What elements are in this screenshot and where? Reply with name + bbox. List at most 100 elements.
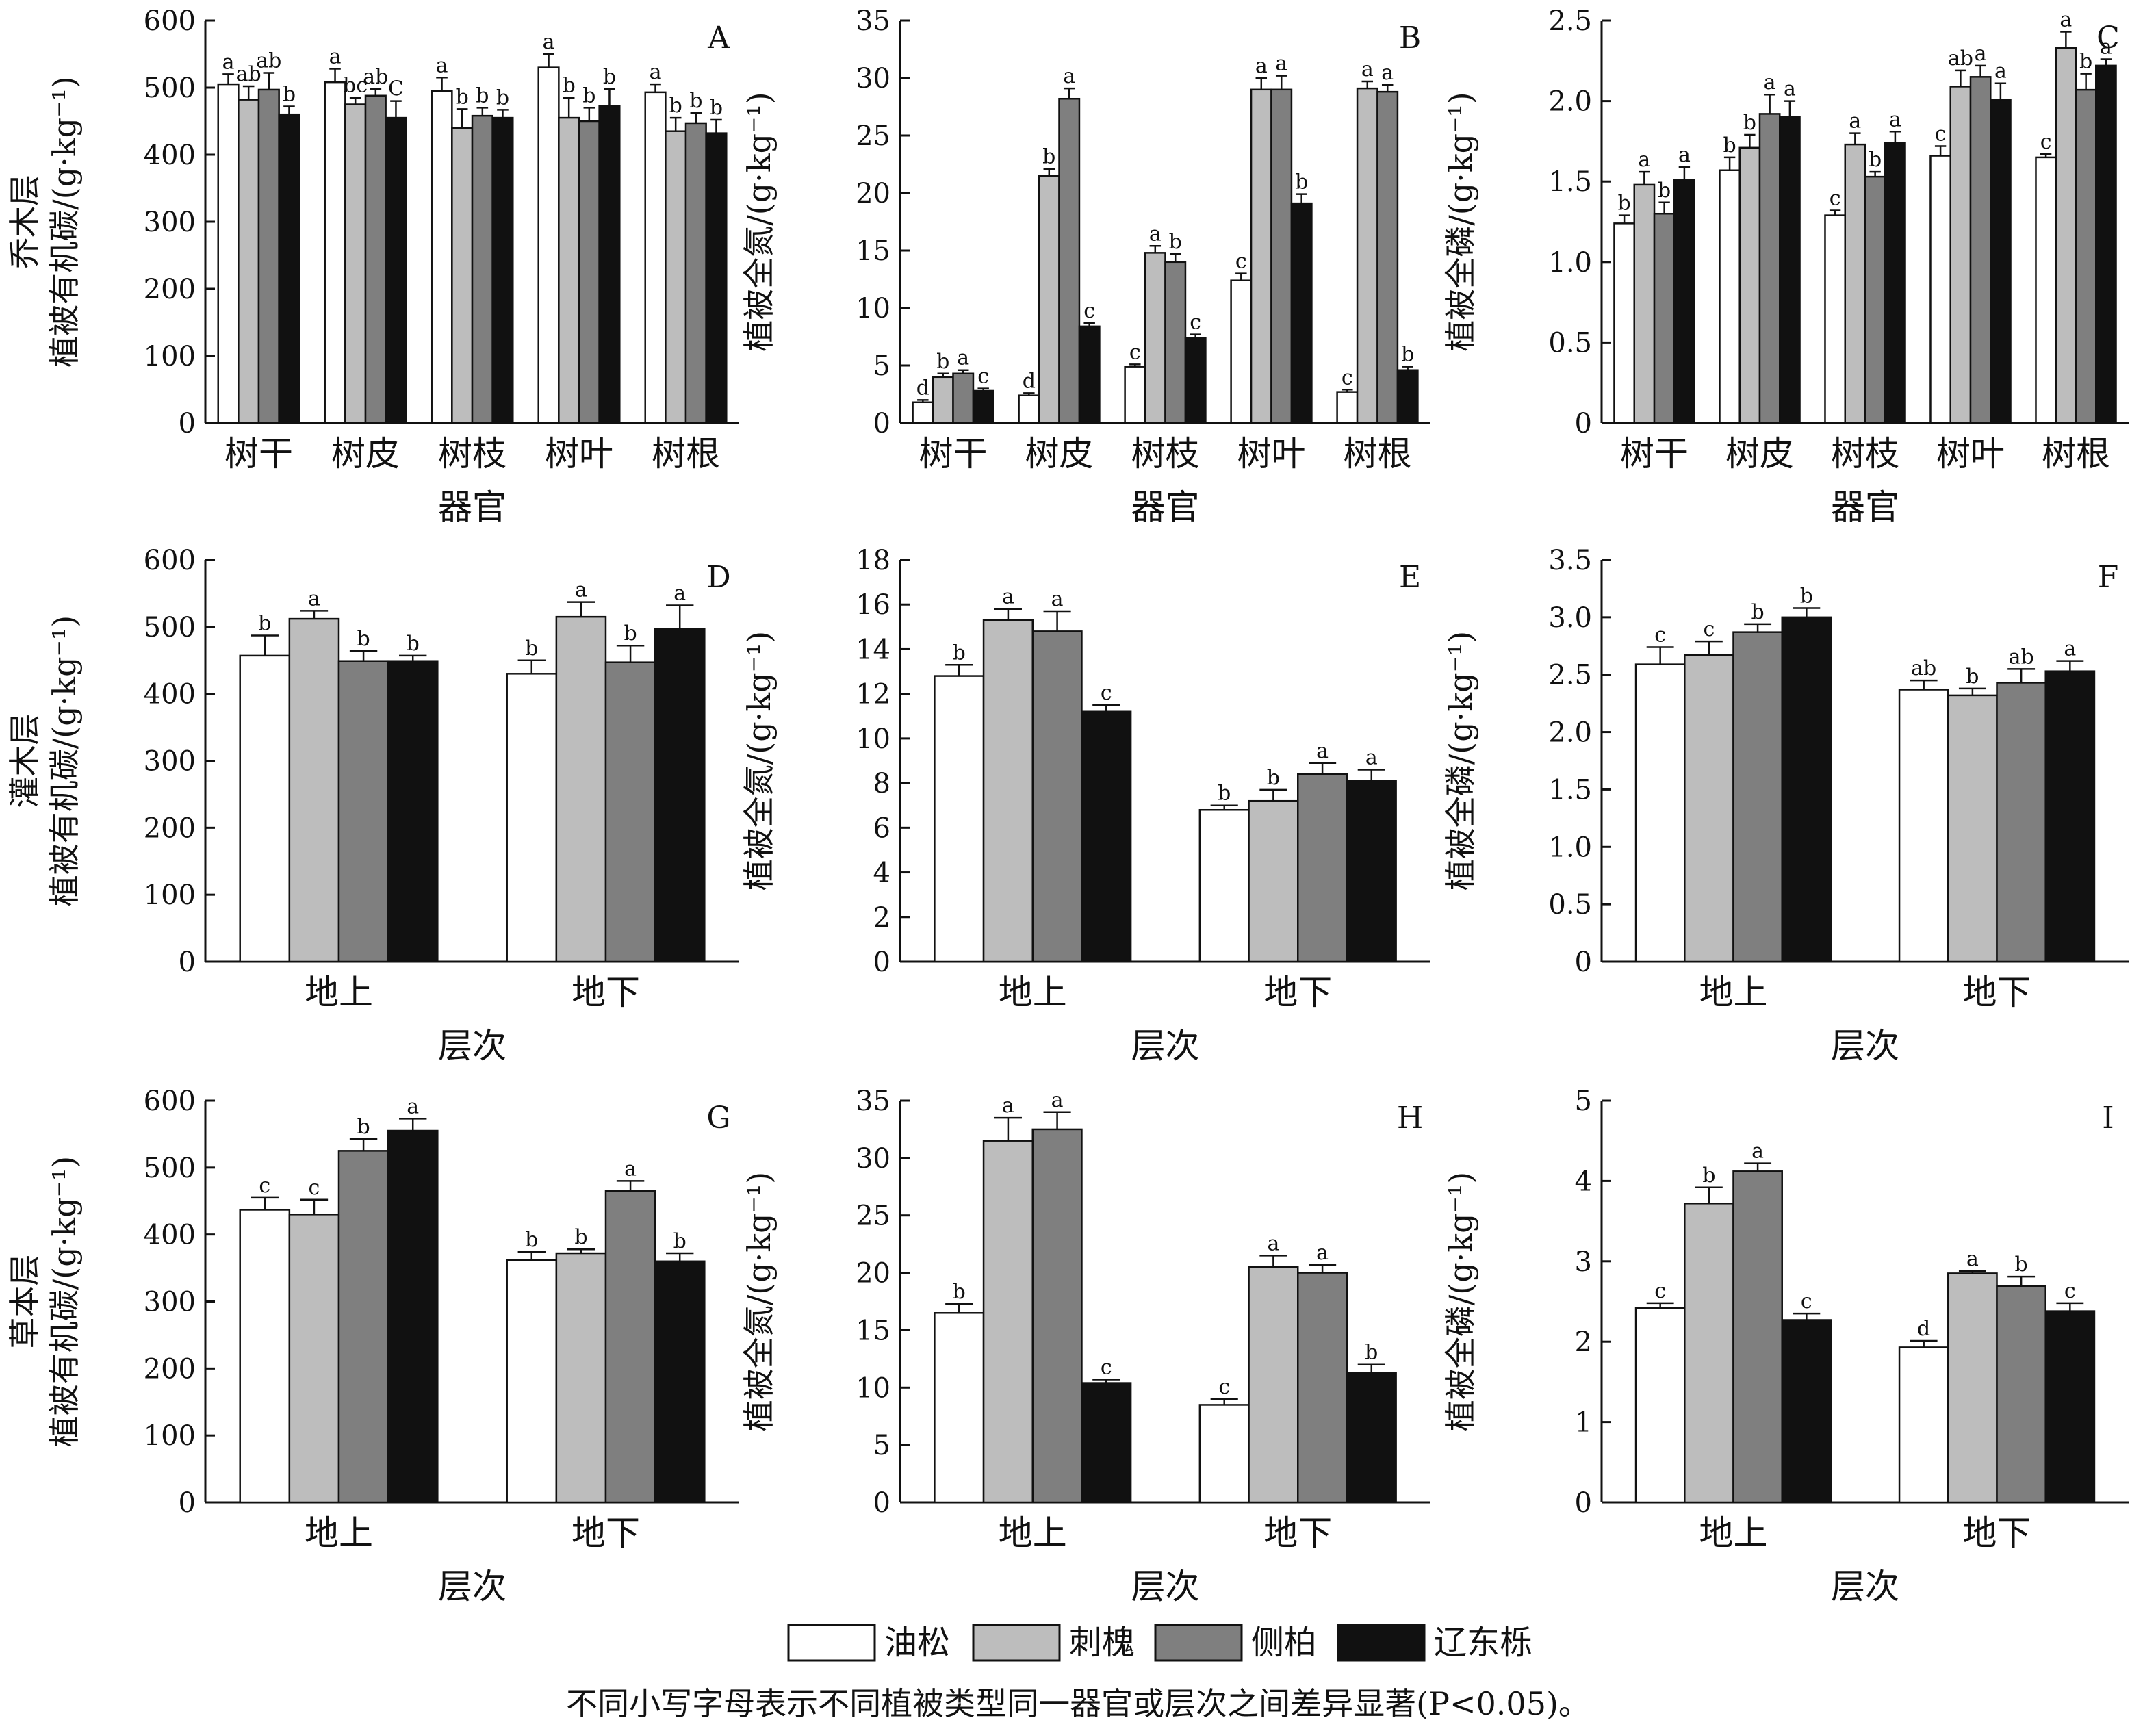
bar bbox=[1230, 279, 1253, 424]
panel-letter: H bbox=[1397, 1101, 1423, 1136]
significance-label: d bbox=[1023, 369, 1036, 393]
x-tick-label: 树叶 bbox=[1936, 434, 2005, 474]
y-tick-label: 18 bbox=[856, 545, 890, 576]
panel-letter: G bbox=[706, 1101, 730, 1136]
bar bbox=[1336, 391, 1359, 424]
bar bbox=[471, 114, 493, 424]
panel-letter: F bbox=[2098, 560, 2119, 595]
significance-label: a bbox=[650, 60, 662, 84]
significance-label: c bbox=[309, 1176, 320, 1200]
significance-label: a bbox=[222, 50, 235, 74]
y-tick-label: 30 bbox=[856, 1143, 890, 1175]
bar bbox=[431, 90, 453, 424]
x-tick-label: 树枝 bbox=[1131, 434, 1200, 474]
y-tick-label: 14 bbox=[856, 634, 890, 665]
significance-label: c bbox=[1101, 681, 1112, 705]
bar bbox=[1653, 212, 1676, 424]
x-tick-label: 地下 bbox=[572, 973, 640, 1012]
y-tick-label: 2 bbox=[1575, 1326, 1592, 1358]
bar bbox=[555, 1252, 607, 1504]
significance-label: ab bbox=[363, 65, 388, 89]
bar bbox=[1898, 689, 1949, 963]
bar bbox=[1949, 86, 1972, 424]
y-axis-label: 植被全磷/(g·kg⁻¹) bbox=[1442, 1172, 1479, 1432]
significance-label: c bbox=[1190, 311, 1201, 335]
x-tick-label: 树干 bbox=[1620, 434, 1689, 474]
significance-label: a bbox=[624, 1157, 637, 1181]
x-tick-label: 地上 bbox=[305, 973, 373, 1012]
significance-label: a bbox=[1849, 110, 1861, 133]
significance-label: d bbox=[916, 376, 929, 400]
y-tick-label: 100 bbox=[144, 880, 196, 911]
bar bbox=[1738, 146, 1761, 424]
significance-label: b bbox=[1401, 343, 1414, 367]
y-tick-label: 4 bbox=[1575, 1166, 1592, 1197]
bar bbox=[982, 619, 1034, 963]
bar bbox=[344, 103, 367, 424]
y-tick-label: 100 bbox=[144, 1420, 196, 1452]
bar bbox=[1996, 682, 2046, 963]
x-axis-label: 层次 bbox=[1831, 1567, 1899, 1606]
row-label: 灌木层 bbox=[6, 714, 43, 808]
significance-label: ab bbox=[2009, 645, 2034, 669]
bar bbox=[934, 1312, 985, 1504]
significance-label: c bbox=[1218, 1375, 1230, 1399]
significance-label: b bbox=[1702, 1164, 1715, 1188]
bar bbox=[337, 660, 389, 963]
significance-label: a bbox=[1365, 746, 1378, 770]
significance-label: a bbox=[1784, 77, 1796, 101]
significance-label: a bbox=[673, 582, 686, 606]
legend: 油松 刺槐 侧柏 辽东栎 bbox=[787, 1624, 1532, 1662]
y-tick-label: 5 bbox=[873, 1430, 890, 1461]
bar bbox=[278, 113, 300, 424]
y-tick-label: 600 bbox=[144, 545, 196, 576]
bar bbox=[972, 389, 994, 424]
y-tick-label: 1.5 bbox=[1548, 774, 1592, 806]
bar bbox=[1779, 116, 1801, 424]
panel-H: 0 5 10 15 20 25 30 35 H 植被全氮/(g·kg⁻¹) b a a c 地上 c a a b 地下… bbox=[741, 1086, 1430, 1606]
bar bbox=[1996, 1285, 2046, 1504]
significance-label: b bbox=[407, 632, 420, 656]
bar bbox=[1164, 261, 1187, 424]
significance-label: a bbox=[2064, 637, 2076, 661]
significance-label: b bbox=[283, 82, 296, 106]
bar bbox=[1719, 169, 1741, 424]
bar bbox=[1684, 654, 1734, 963]
significance-label: c bbox=[2064, 1279, 2076, 1303]
bar bbox=[1184, 337, 1207, 424]
bar bbox=[1038, 175, 1060, 424]
bar bbox=[1078, 325, 1101, 424]
significance-label: c bbox=[1235, 250, 1247, 274]
y-tick-label: 500 bbox=[144, 1153, 196, 1184]
y-axis-label: 植被全氮/(g·kg⁻¹) bbox=[741, 631, 778, 891]
y-axis-label: 植被有机碳/(g·kg⁻¹) bbox=[46, 1156, 83, 1448]
x-tick-label: 地上 bbox=[1699, 973, 1768, 1012]
bar bbox=[1081, 1382, 1132, 1504]
bar bbox=[1634, 1307, 1686, 1504]
significance-label: c bbox=[1801, 1290, 1812, 1313]
x-tick-label: 地下 bbox=[1963, 973, 2031, 1012]
y-tick-label: 0 bbox=[1575, 408, 1592, 439]
significance-label: b bbox=[1751, 600, 1764, 624]
x-tick-label: 树根 bbox=[2042, 434, 2110, 474]
significance-label: b bbox=[2015, 1253, 2028, 1277]
significance-label: a bbox=[957, 346, 969, 370]
y-tick-label: 500 bbox=[144, 73, 196, 104]
bar bbox=[288, 1214, 340, 1504]
y-tick-label: 16 bbox=[856, 589, 890, 621]
significance-label: a bbox=[407, 1094, 419, 1118]
bar bbox=[1356, 87, 1378, 424]
panel-letter: C bbox=[2096, 21, 2120, 55]
footnote: 不同小写字母表示不同植被类型同一器官或层次之间差异显著(P<0.05)。 bbox=[566, 1685, 1590, 1722]
bar bbox=[491, 116, 514, 424]
significance-label: c bbox=[977, 365, 989, 389]
significance-label: c bbox=[1654, 1279, 1666, 1303]
y-tick-label: 30 bbox=[856, 63, 890, 94]
bar bbox=[257, 88, 280, 424]
significance-label: a bbox=[1994, 60, 2007, 84]
significance-label: ab bbox=[1911, 656, 1936, 680]
bar bbox=[1824, 214, 1846, 424]
bar bbox=[1018, 394, 1040, 424]
bar bbox=[1929, 155, 1951, 424]
